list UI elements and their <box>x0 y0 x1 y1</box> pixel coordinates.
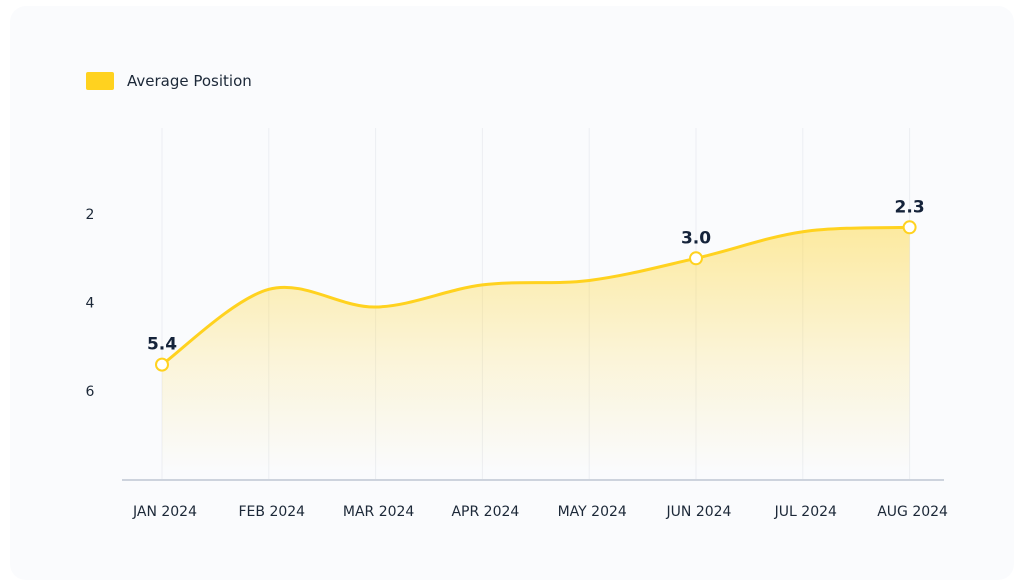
x-tick-label: MAY 2024 <box>558 504 627 520</box>
x-tick-label: APR 2024 <box>451 504 519 520</box>
series-area-average-position <box>162 227 910 472</box>
legend-label: Average Position <box>127 72 252 90</box>
x-tick-label: AUG 2024 <box>877 504 948 520</box>
data-point-marker <box>155 357 169 372</box>
y-tick-label: 6 <box>86 384 95 400</box>
x-tick-label: FEB 2024 <box>239 504 306 520</box>
data-label: 3.0 <box>681 228 711 248</box>
y-tick-label: 2 <box>86 207 95 223</box>
legend-swatch <box>86 72 114 90</box>
series-line-average-position <box>160 225 912 367</box>
legend: Average Position <box>86 72 252 90</box>
data-point-marker <box>689 251 703 266</box>
data-label: 5.4 <box>147 335 177 355</box>
x-tick-label: MAR 2024 <box>343 504 415 520</box>
x-tick-label: JUN 2024 <box>666 504 732 520</box>
data-point-marker <box>902 220 917 235</box>
x-tick-label: JAN 2024 <box>132 504 197 520</box>
x-tick-label: JUL 2024 <box>774 504 837 520</box>
y-tick-label: 4 <box>86 296 95 312</box>
data-label: 2.3 <box>895 197 925 217</box>
